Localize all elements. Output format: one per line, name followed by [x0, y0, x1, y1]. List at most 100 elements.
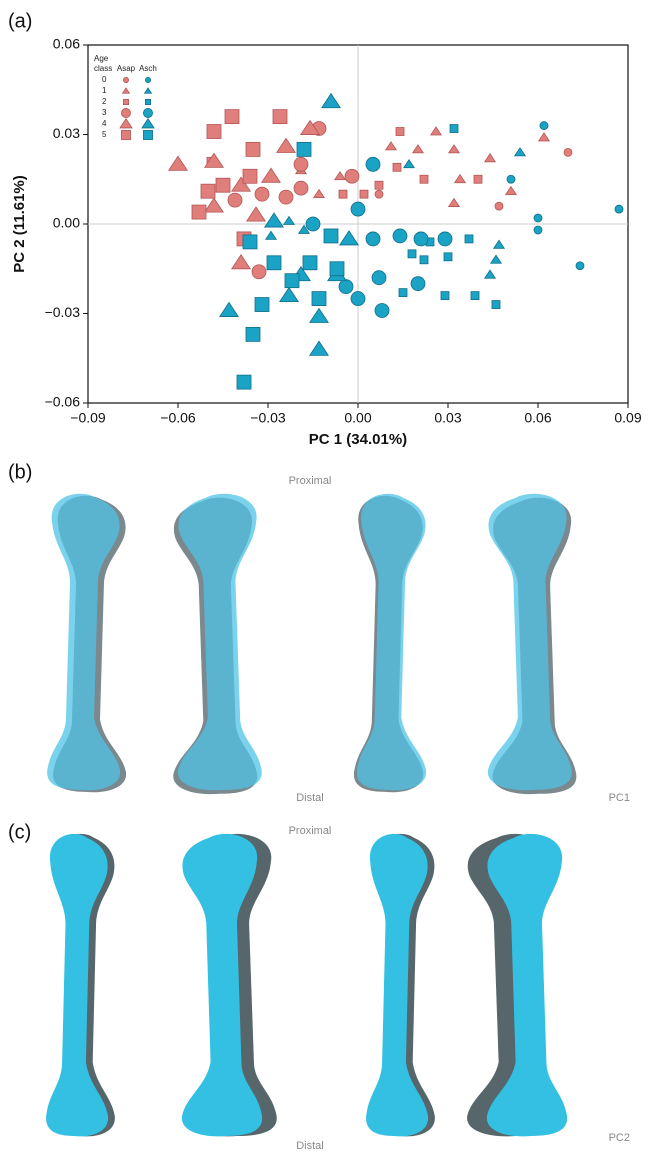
point	[302, 255, 318, 271]
point	[231, 176, 251, 192]
bone	[366, 833, 435, 1137]
point	[506, 174, 516, 184]
legend-marker	[123, 77, 130, 84]
point	[305, 216, 321, 232]
point	[321, 92, 341, 109]
point	[563, 147, 573, 157]
point	[251, 264, 267, 280]
point	[614, 204, 624, 214]
point	[219, 301, 239, 317]
point	[470, 291, 480, 301]
point	[513, 147, 527, 157]
point	[206, 124, 222, 139]
point	[365, 231, 381, 247]
point	[245, 142, 261, 157]
point	[443, 252, 453, 262]
legend-label: 5	[102, 130, 107, 139]
x-tick-label: 0.09	[614, 410, 641, 426]
bone	[47, 493, 127, 793]
point	[296, 142, 312, 157]
point	[272, 109, 288, 124]
legend-title: Age	[94, 54, 109, 63]
point	[504, 185, 518, 196]
point	[440, 291, 450, 301]
point	[309, 307, 329, 323]
legend-marker	[121, 108, 131, 118]
distal-label: Distal	[296, 1140, 324, 1151]
y-axis-label: PC 2 (11.61%)	[11, 175, 28, 273]
x-tick-label: 0.00	[344, 410, 371, 426]
point	[411, 144, 425, 154]
legend-marker	[123, 99, 130, 106]
point	[350, 291, 366, 306]
point	[245, 326, 261, 342]
point	[282, 215, 296, 225]
point	[168, 155, 188, 171]
point	[419, 174, 429, 184]
bones-b	[47, 493, 577, 795]
panel-label: (b)	[8, 461, 32, 483]
pc-tag: PC1	[609, 792, 630, 804]
point	[419, 255, 429, 265]
bone	[173, 493, 262, 795]
point	[264, 212, 284, 228]
point	[284, 273, 300, 289]
panel-label: (a)	[8, 10, 32, 32]
point	[200, 183, 216, 199]
point	[384, 141, 398, 151]
point	[537, 132, 551, 142]
point	[392, 228, 408, 244]
point	[293, 180, 309, 196]
legend-label: 2	[102, 97, 107, 106]
y-tick-label: −0.06	[45, 394, 81, 410]
point	[473, 174, 483, 184]
point	[312, 188, 326, 199]
point	[350, 201, 366, 217]
point	[374, 189, 384, 199]
point	[276, 137, 296, 153]
bones-c	[46, 833, 568, 1137]
legend-label: 1	[102, 86, 107, 95]
y-tick-label: 0.06	[53, 36, 80, 52]
point	[464, 234, 474, 244]
point	[339, 230, 359, 246]
point	[311, 291, 327, 306]
point	[398, 288, 408, 298]
point	[297, 224, 311, 234]
point	[266, 255, 282, 271]
point	[204, 152, 224, 168]
x-tick-label: 0.06	[524, 410, 551, 426]
point	[533, 225, 543, 235]
point	[236, 374, 252, 390]
legend-marker	[121, 87, 131, 94]
legend-marker	[143, 108, 153, 118]
proximal-label: Proximal	[289, 475, 332, 487]
bone	[181, 833, 277, 1137]
point	[429, 126, 443, 136]
legend-title: class	[94, 64, 112, 73]
bone	[487, 493, 577, 795]
x-tick-label: −0.06	[160, 410, 196, 426]
point	[293, 156, 309, 172]
pc-tag: PC2	[609, 1132, 630, 1144]
point	[231, 254, 251, 270]
point	[224, 109, 240, 124]
legend-header: Asap	[117, 64, 136, 73]
point	[344, 168, 360, 184]
point	[278, 189, 294, 205]
point	[359, 189, 369, 199]
point	[374, 180, 384, 190]
y-tick-label: 0.03	[53, 125, 80, 141]
point	[392, 162, 402, 172]
point	[371, 270, 387, 286]
legend-marker	[143, 87, 153, 94]
point	[437, 231, 453, 247]
bone	[353, 493, 427, 793]
point	[242, 168, 258, 184]
legend-marker	[141, 118, 155, 129]
distal-label: Distal	[296, 792, 324, 804]
point	[338, 279, 354, 295]
point	[300, 119, 320, 135]
panel-label: (c)	[8, 821, 31, 843]
point	[191, 204, 207, 220]
